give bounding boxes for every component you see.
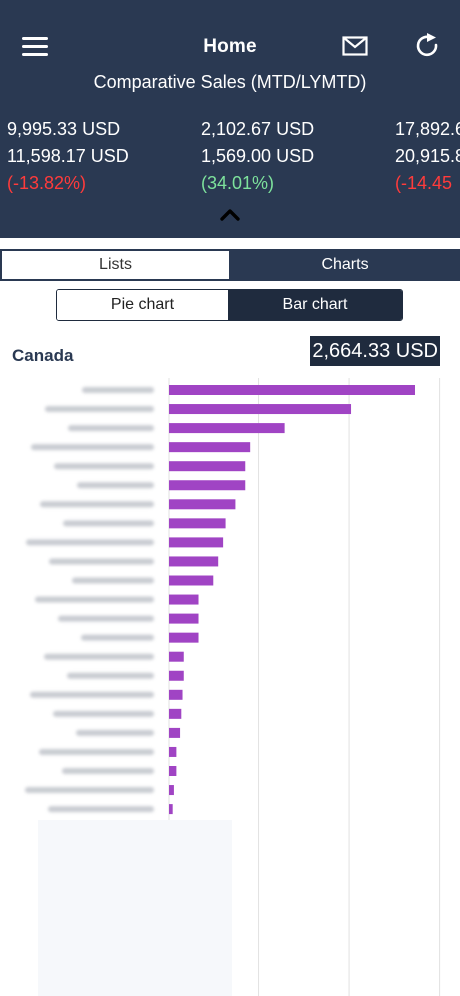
bar-chart-button[interactable]: Bar chart — [228, 290, 402, 320]
category-label-blurred — [68, 425, 154, 432]
kpi-current: 2,102.67 USD — [201, 119, 315, 139]
bar[interactable] — [169, 575, 214, 586]
kpi-column: 9,995.33 USD 11,598.17 USD (-13.82%) — [7, 116, 129, 197]
bar[interactable] — [169, 651, 184, 662]
category-label-blurred — [25, 787, 154, 794]
kpi-current: 9,995.33 USD — [7, 119, 121, 139]
bar-chart-svg — [25, 378, 441, 996]
bar[interactable] — [169, 727, 181, 738]
category-label-blurred — [82, 387, 154, 393]
chart-type-toggle: Pie chart Bar chart — [56, 289, 403, 321]
bar[interactable] — [169, 480, 246, 491]
category-label-blurred — [63, 520, 154, 527]
region-total: 2,664.33 USD — [310, 336, 440, 366]
kpi-change: (-13.82%) — [7, 173, 87, 193]
hamburger-icon[interactable] — [22, 37, 48, 57]
tab-lists[interactable]: Lists — [2, 251, 229, 279]
category-label-blurred — [58, 615, 154, 622]
category-label-blurred — [76, 729, 154, 736]
category-label-blurred — [35, 596, 154, 603]
bar[interactable] — [169, 766, 177, 776]
category-label-blurred — [26, 539, 154, 546]
bar[interactable] — [169, 499, 236, 510]
kpi-previous: 11,598.17 USD — [7, 146, 129, 166]
bar[interactable] — [169, 613, 199, 624]
page-title: Home — [203, 36, 257, 57]
region-name: Canada — [12, 346, 74, 365]
category-label-blurred — [67, 672, 154, 679]
category-label-blurred — [62, 768, 154, 774]
kpi-current: 17,892.6 — [395, 119, 460, 139]
category-label-blurred — [30, 691, 154, 698]
bar[interactable] — [169, 594, 199, 605]
nav-bar: Home — [0, 0, 460, 72]
category-label-blurred — [53, 710, 154, 717]
bar[interactable] — [169, 632, 199, 643]
bar[interactable] — [169, 518, 226, 529]
category-label-blurred — [81, 634, 154, 641]
bar[interactable] — [169, 442, 251, 453]
bar[interactable] — [169, 746, 177, 757]
refresh-icon[interactable] — [414, 32, 442, 60]
bar[interactable] — [169, 385, 415, 395]
sales-summary-title: Comparative Sales (MTD/LYMTD) — [93, 72, 367, 92]
category-label-blurred — [31, 444, 154, 451]
kpi-column: 2,102.67 USD 1,569.00 USD (34.01%) — [201, 116, 314, 197]
bar[interactable] — [169, 461, 246, 472]
kpi-previous: 20,915.8 — [395, 146, 460, 166]
pie-chart-button[interactable]: Pie chart — [57, 290, 228, 320]
category-label-blurred — [54, 463, 154, 470]
kpi-previous: 1,569.00 USD — [201, 146, 315, 166]
bar[interactable] — [169, 556, 219, 567]
bar[interactable] — [169, 708, 182, 719]
bar[interactable] — [169, 404, 352, 415]
mail-icon[interactable] — [342, 36, 368, 56]
chart-empty-area — [38, 820, 232, 996]
category-label-blurred — [44, 653, 154, 660]
bar[interactable] — [169, 689, 183, 700]
chevron-up-icon[interactable] — [219, 208, 241, 222]
kpi-change: (34.01%) — [201, 173, 275, 193]
view-tabs: Lists Charts — [0, 249, 460, 281]
category-label-blurred — [40, 501, 154, 508]
bar[interactable] — [169, 785, 174, 796]
category-label-blurred — [39, 748, 154, 755]
bar[interactable] — [169, 423, 285, 434]
category-label-blurred — [45, 406, 154, 413]
category-label-blurred — [49, 558, 154, 565]
kpi-column: 17,892.6 20,915.8 (-14.45 — [395, 116, 460, 197]
bar[interactable] — [169, 670, 184, 681]
kpi-change: (-14.45 — [395, 173, 453, 193]
header-panel: Home Comparative Sales (MTD/LYMTD) 9,995… — [0, 0, 460, 238]
tab-charts[interactable]: Charts — [321, 256, 369, 273]
bar[interactable] — [169, 537, 224, 548]
bar[interactable] — [169, 804, 173, 815]
category-label-blurred — [77, 482, 154, 489]
category-label-blurred — [72, 577, 154, 584]
category-label-blurred — [48, 806, 154, 813]
